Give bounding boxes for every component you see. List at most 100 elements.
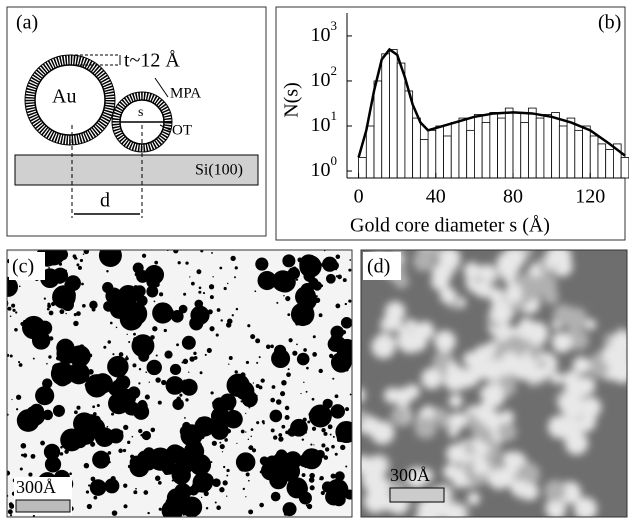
- particle: [194, 416, 215, 437]
- particle: [311, 397, 315, 401]
- particle: [219, 444, 225, 450]
- particle: [43, 297, 46, 300]
- particle: [20, 443, 27, 449]
- panel-label: (b): [598, 12, 621, 34]
- particle: [46, 362, 48, 365]
- particle: [248, 445, 254, 451]
- particle: [287, 427, 297, 437]
- particle: [245, 431, 247, 433]
- particle: [537, 366, 551, 380]
- particle: [202, 292, 206, 295]
- particle: [423, 405, 435, 417]
- particle: [52, 404, 65, 417]
- y-axis-title: N(s): [281, 82, 303, 118]
- particle: [92, 450, 111, 469]
- particle: [345, 407, 350, 412]
- particle: [77, 265, 82, 270]
- particle: [247, 438, 250, 441]
- particle: [144, 394, 150, 400]
- thickness-label: t~12 Å: [124, 50, 180, 72]
- particle: [321, 481, 334, 493]
- particle: [565, 431, 589, 455]
- particle: [323, 431, 328, 436]
- particle: [553, 304, 575, 326]
- particle: [205, 507, 209, 510]
- particle: [335, 303, 341, 309]
- particle: [133, 403, 150, 420]
- particle: [296, 352, 310, 366]
- particle: [312, 335, 316, 339]
- particle: [179, 425, 192, 438]
- particle: [449, 367, 472, 390]
- particle: [282, 502, 297, 517]
- particle: [176, 343, 179, 347]
- label-box: [9, 252, 45, 280]
- particle: [576, 376, 596, 396]
- particle: [189, 453, 212, 476]
- particle: [83, 250, 90, 255]
- particle: [301, 473, 306, 478]
- particle: [305, 390, 308, 393]
- particle: [177, 261, 181, 265]
- bar: [535, 117, 545, 179]
- particle: [154, 475, 161, 481]
- particle: [180, 378, 198, 396]
- core-label: Au: [52, 86, 76, 108]
- particle: [40, 268, 60, 289]
- particle: [562, 370, 580, 389]
- bar: [381, 53, 390, 179]
- particle: [7, 509, 13, 515]
- particle: [365, 474, 390, 499]
- particle: [252, 382, 255, 384]
- particle: [331, 444, 335, 449]
- particle: [208, 284, 215, 290]
- particle: [198, 290, 202, 294]
- particle: [123, 504, 128, 509]
- particle: [287, 368, 290, 371]
- y-tick-label: 101: [311, 108, 338, 136]
- pointer: [154, 77, 169, 98]
- particle: [448, 427, 459, 438]
- particle: [210, 406, 230, 426]
- particle: [172, 398, 184, 410]
- particle: [126, 333, 128, 336]
- particle: [241, 390, 258, 408]
- particle: [89, 300, 98, 310]
- size-label: s: [138, 105, 143, 120]
- particle: [15, 311, 18, 314]
- particle: [82, 414, 101, 433]
- particle: [107, 355, 129, 378]
- particle: [310, 443, 313, 446]
- particle: [72, 254, 77, 259]
- particle: [32, 514, 35, 517]
- particle: [56, 342, 78, 365]
- x-axis-title: Gold core diameter s (Å): [350, 215, 550, 237]
- tick-base: 10: [311, 69, 331, 91]
- particle: [128, 340, 131, 344]
- bar: [566, 117, 576, 179]
- particle: [185, 261, 189, 265]
- panel-frame: [6, 249, 353, 518]
- particle: [254, 290, 257, 293]
- particle: [472, 459, 489, 475]
- particle: [237, 461, 249, 472]
- particle: [251, 448, 257, 453]
- particle: [209, 326, 215, 332]
- particle: [390, 407, 409, 426]
- bar: [543, 114, 553, 179]
- particle: [417, 499, 431, 514]
- particle: [328, 353, 334, 359]
- particle: [42, 378, 53, 389]
- particle: [21, 453, 24, 457]
- particle: [488, 287, 505, 304]
- particle: [320, 490, 325, 496]
- particle: [76, 263, 80, 267]
- particle: [315, 295, 318, 298]
- particle: [200, 250, 204, 253]
- particle: [104, 478, 120, 494]
- particle: [118, 448, 123, 454]
- particle: [196, 269, 202, 275]
- particle: [235, 307, 239, 311]
- bar: [512, 112, 522, 179]
- particle: [171, 310, 184, 323]
